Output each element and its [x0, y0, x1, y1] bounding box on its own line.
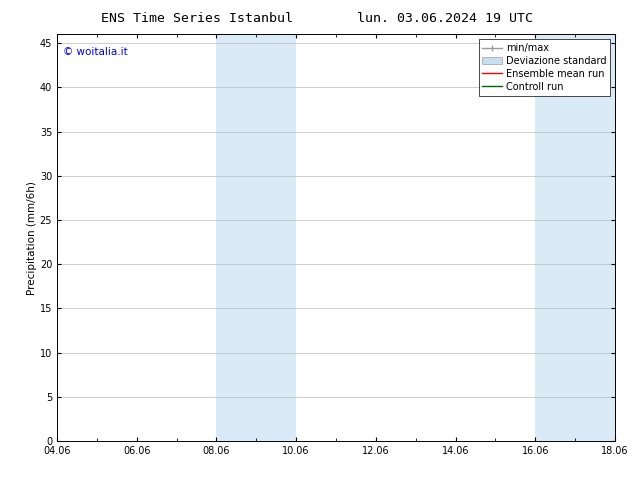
- Y-axis label: Precipitation (mm/6h): Precipitation (mm/6h): [27, 181, 37, 294]
- Text: © woitalia.it: © woitalia.it: [63, 47, 127, 56]
- Legend: min/max, Deviazione standard, Ensemble mean run, Controll run: min/max, Deviazione standard, Ensemble m…: [479, 39, 610, 96]
- Bar: [535, 34, 615, 441]
- Bar: [216, 34, 296, 441]
- Text: ENS Time Series Istanbul        lun. 03.06.2024 19 UTC: ENS Time Series Istanbul lun. 03.06.2024…: [101, 12, 533, 25]
